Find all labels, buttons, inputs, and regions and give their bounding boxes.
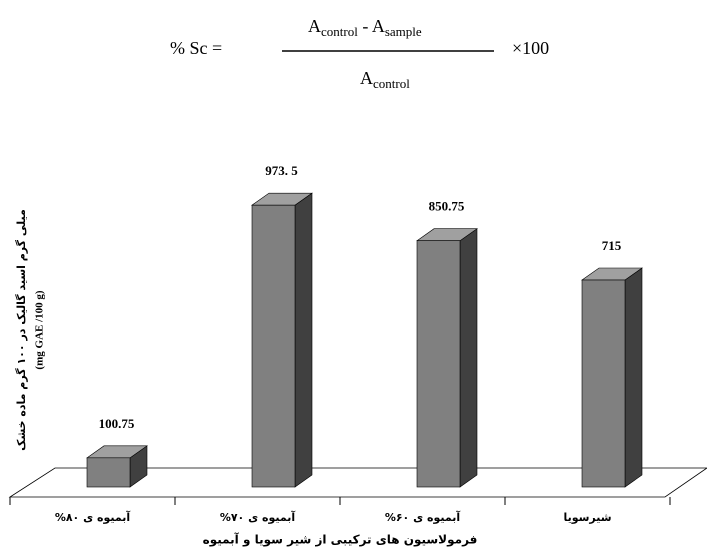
bar-side [459,228,478,488]
x-tick-label: آبمیوه ی ۶۰% [385,510,461,524]
bar [581,279,626,488]
bar-side [624,267,643,488]
x-tick-label: شیرسویا [563,511,611,524]
value-label: 973. 5 [265,163,298,178]
formula-subscript: sample [385,24,422,39]
value-label: 715 [602,238,622,253]
formula-symbol: A [308,16,321,36]
formula-subscript: control [373,76,410,91]
formula: % Sc = Acontrol - Asample Acontrol ×100 [170,16,549,91]
y-axis-title: (mg GAE /100 g) [34,290,46,369]
formula-operator: - A [358,16,385,36]
formula-multiplier: ×100 [512,38,549,58]
formula-numerator: Acontrol - Asample [308,16,422,39]
y-axis-title: میلی گرم اسید گالیک در ۱۰۰ گرم ماده خشک [15,209,28,451]
value-label: 850.75 [429,199,465,214]
x-tick-label: آبمیوه ی ۸۰% [55,510,131,524]
formula-denominator: Acontrol [360,68,410,91]
floor [8,467,707,498]
bar-side [294,192,313,488]
bar [86,457,131,488]
x-tick-label: آبمیوه ی ۷۰% [220,510,296,524]
x-axis-title: فرمولاسیون های ترکیبی از شیر سویا و آبمی… [203,532,478,548]
bar [251,204,296,488]
formula-symbol: A [360,68,373,88]
bar [416,240,461,488]
value-label: 100.75 [99,416,135,431]
formula-subscript: control [321,24,358,39]
formula-lhs: % Sc = [170,38,222,58]
